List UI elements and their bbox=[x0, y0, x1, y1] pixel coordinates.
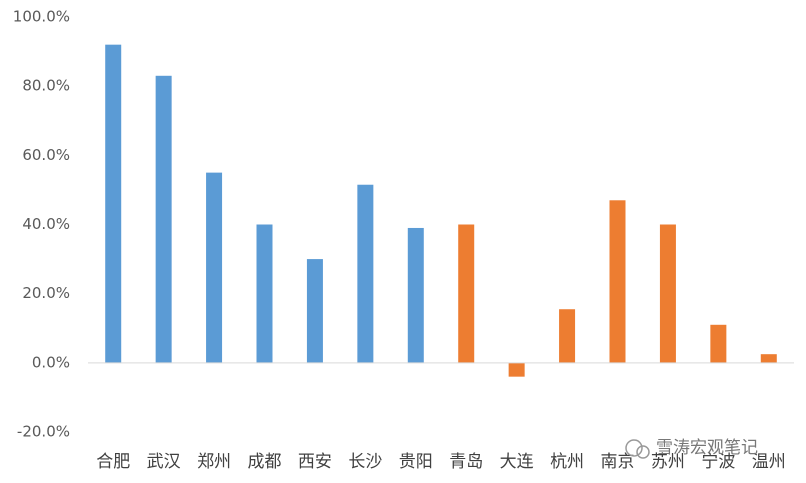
bar bbox=[206, 172, 223, 363]
y-tick-label: 100.0% bbox=[13, 8, 70, 26]
x-tick-label: 成都 bbox=[248, 452, 282, 472]
bar bbox=[609, 200, 626, 363]
watermark: 雪涛宏观笔记 bbox=[625, 438, 758, 459]
y-tick-label: 40.0% bbox=[22, 215, 70, 233]
plot: -20.0% 0.0% 20.0% 40.0% 60.0% 80.0% 100.0% 合肥 武汉… bbox=[13, 8, 794, 472]
watermark-text: 雪涛宏观笔记 bbox=[656, 438, 758, 458]
x-tick-label: 杭州 bbox=[550, 452, 584, 472]
y-tick-label: 0.0% bbox=[32, 353, 70, 371]
x-tick-label: 武汉 bbox=[147, 452, 181, 472]
bar bbox=[155, 75, 172, 363]
x-tick-label: 长沙 bbox=[348, 452, 382, 472]
x-tick-label: 西安 bbox=[298, 452, 332, 472]
y-tick-label: 20.0% bbox=[22, 284, 70, 302]
y-tick-label: -20.0% bbox=[17, 423, 70, 441]
bar bbox=[306, 259, 323, 363]
y-tick-label: 80.0% bbox=[22, 77, 70, 95]
watermark-icon bbox=[625, 439, 643, 457]
x-tick-label: 温州 bbox=[752, 452, 786, 472]
bar bbox=[357, 184, 374, 363]
watermark-icon bbox=[636, 445, 650, 459]
x-tick-label: 大连 bbox=[500, 452, 534, 472]
bar bbox=[760, 354, 777, 363]
x-tick-label: 苏州 bbox=[651, 452, 685, 472]
bar bbox=[508, 362, 525, 377]
x-tick-label: 青岛 bbox=[449, 452, 483, 472]
bar bbox=[559, 309, 576, 363]
bar bbox=[659, 224, 676, 363]
bar bbox=[407, 227, 424, 363]
bar bbox=[710, 324, 727, 363]
x-tick-label: 宁波 bbox=[701, 452, 735, 472]
x-tick-label: 南京 bbox=[601, 452, 635, 472]
x-tick-label: 郑州 bbox=[197, 452, 231, 472]
bar bbox=[256, 224, 273, 363]
y-tick-label: 60.0% bbox=[22, 146, 70, 164]
bar bbox=[105, 44, 122, 363]
bar bbox=[458, 224, 475, 363]
x-tick-label: 贵阳 bbox=[399, 452, 433, 472]
x-tick-label: 合肥 bbox=[96, 452, 130, 472]
